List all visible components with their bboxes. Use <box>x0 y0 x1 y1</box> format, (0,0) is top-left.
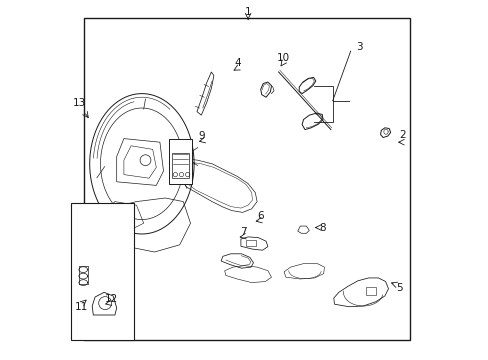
Text: 8: 8 <box>319 222 325 233</box>
Text: 7: 7 <box>240 227 246 237</box>
Bar <box>246 240 256 246</box>
Text: 1: 1 <box>244 6 251 17</box>
Bar <box>84 18 409 340</box>
Bar <box>168 139 192 184</box>
Text: 12: 12 <box>104 294 118 304</box>
Text: 11: 11 <box>75 302 88 312</box>
Text: 4: 4 <box>234 58 240 68</box>
Bar <box>71 203 134 340</box>
Text: 3: 3 <box>356 42 362 52</box>
Text: 5: 5 <box>395 283 402 293</box>
Text: 2: 2 <box>399 130 406 140</box>
Text: 9: 9 <box>198 131 205 141</box>
Text: 10: 10 <box>276 53 289 63</box>
Bar <box>171 153 189 178</box>
Text: 13: 13 <box>73 98 86 108</box>
Text: 6: 6 <box>257 211 264 221</box>
Bar <box>366 287 375 295</box>
